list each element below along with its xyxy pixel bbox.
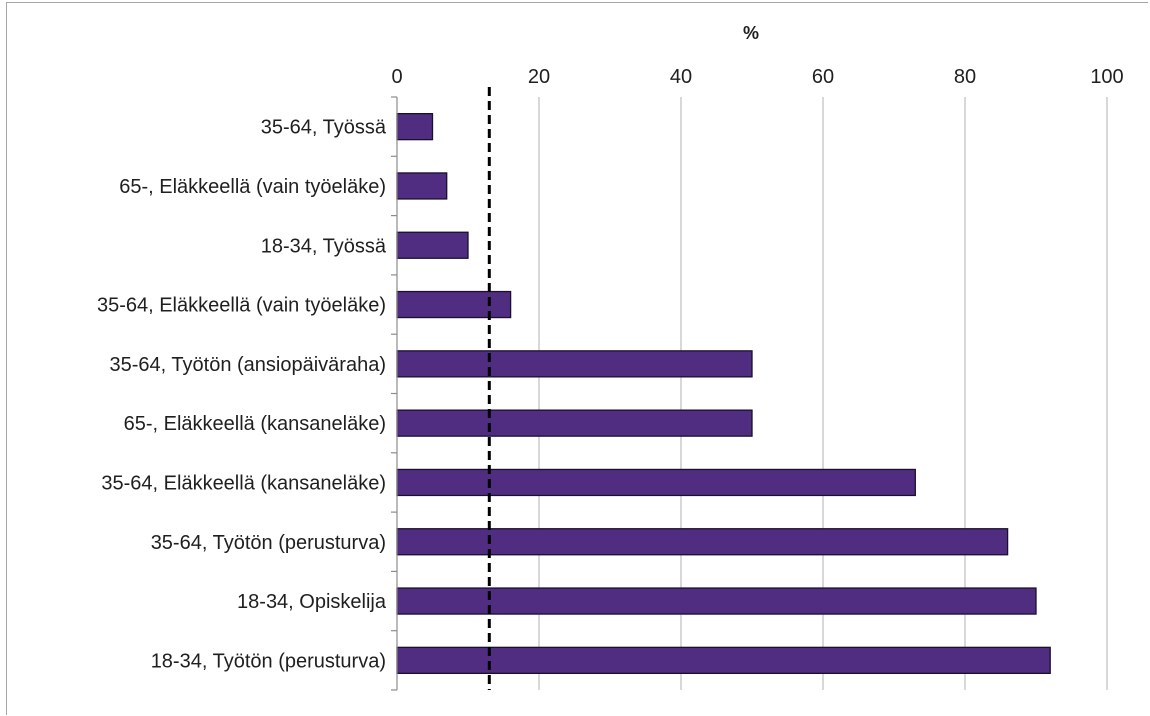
bars (396, 113, 1051, 674)
category-label: 65-, Eläkkeellä (vain työeläke) (119, 176, 386, 198)
x-tick-label: 0 (391, 66, 402, 88)
bar (396, 231, 469, 259)
bar (396, 172, 448, 200)
bar (396, 528, 1009, 556)
axes (391, 96, 398, 691)
x-tick-label: 40 (670, 66, 692, 88)
bar (396, 409, 753, 437)
category-label: 18-34, Työssä (261, 235, 387, 257)
category-label: 35-64, Eläkkeellä (kansaneläke) (101, 472, 386, 494)
category-label: 35-64, Työssä (261, 117, 387, 139)
bar (396, 113, 434, 141)
labels: % 0 20 40 60 80 100 35-64, Työssä 65-, Eläkkeel… (97, 23, 1124, 672)
bar (396, 587, 1037, 615)
x-tick-label: 60 (812, 66, 834, 88)
x-tick-label: 20 (528, 66, 550, 88)
x-tick-label: 80 (954, 66, 976, 88)
bar (396, 350, 753, 378)
bar (396, 290, 512, 319)
category-label: 35-64, Työtön (ansiopäiväraha) (110, 354, 386, 376)
category-label: 35-64, Eläkkeellä (vain työeläke) (97, 295, 386, 317)
x-tick-label: 100 (1090, 66, 1123, 88)
category-label: 65-, Eläkkeellä (kansaneläke) (124, 413, 386, 435)
x-axis-title: % (743, 23, 759, 43)
bar (396, 468, 916, 497)
category-label: 18-34, Työtön (perusturva) (151, 650, 386, 672)
bar (396, 646, 1051, 674)
category-label: 35-64, Työtön (perusturva) (151, 532, 386, 554)
category-label: 18-34, Opiskelija (237, 591, 387, 613)
